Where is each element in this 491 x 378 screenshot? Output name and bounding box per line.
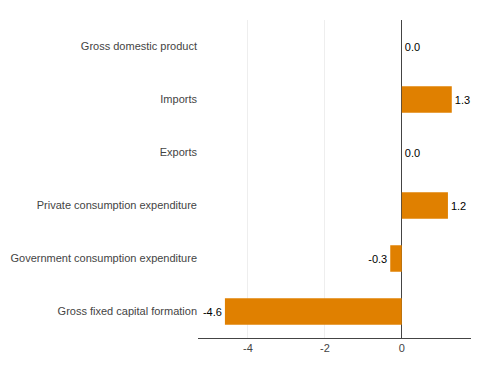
svg-text:-2: -2: [320, 342, 330, 354]
svg-text:-4.6: -4.6: [203, 306, 222, 318]
svg-text:Imports: Imports: [160, 93, 197, 105]
svg-text:0: 0: [399, 342, 405, 354]
svg-text:0.0: 0.0: [405, 147, 420, 159]
svg-text:1.2: 1.2: [451, 200, 466, 212]
svg-text:1.3: 1.3: [455, 94, 470, 106]
svg-text:Exports: Exports: [160, 146, 198, 158]
svg-text:Gross domestic product: Gross domestic product: [81, 40, 197, 52]
svg-text:-0.3: -0.3: [368, 253, 387, 265]
svg-text:Private consumption expenditur: Private consumption expenditure: [37, 199, 197, 211]
svg-text:Government consumption expendi: Government consumption expenditure: [11, 252, 198, 264]
svg-text:0.0: 0.0: [405, 41, 420, 53]
svg-text:-4: -4: [243, 342, 253, 354]
svg-text:Gross fixed capital formation: Gross fixed capital formation: [58, 305, 197, 317]
